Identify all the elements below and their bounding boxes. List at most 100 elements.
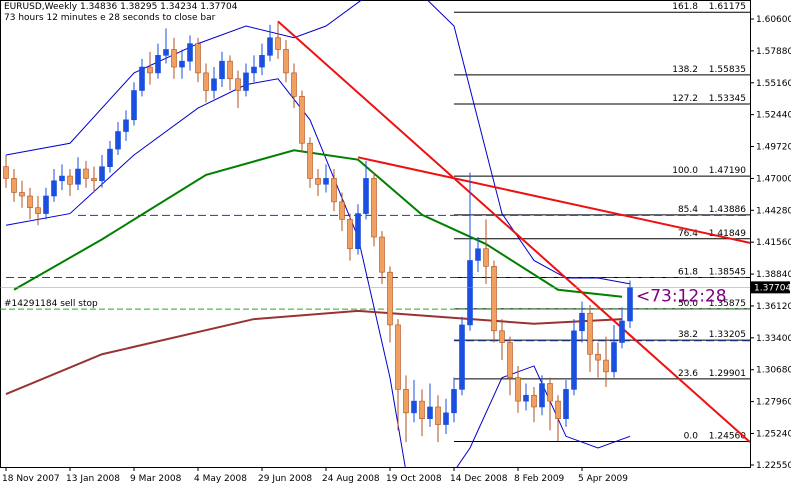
y-tick-label: 1.57880 <box>756 47 791 57</box>
y-tick-label: 1.41560 <box>756 238 791 248</box>
x-tick-label: 18 Nov 2007 <box>2 474 60 484</box>
y-tick-label: 1.30680 <box>756 366 791 376</box>
fib-level: 38.2 <box>678 330 698 340</box>
x-tick-label: 14 Dec 2008 <box>450 474 508 484</box>
price-tag-label: 1.37704 <box>754 283 791 293</box>
candle-body <box>259 55 265 68</box>
candle-body <box>59 175 65 182</box>
indicator-line <box>357 156 750 244</box>
fib-price: 1.33205 <box>709 330 746 340</box>
countdown: <73:12:28 <box>636 286 727 306</box>
candle-body <box>243 72 249 91</box>
fib-level: 161.8 <box>672 2 698 12</box>
ohlc-close: 1.37704 <box>200 2 237 12</box>
candle-body <box>443 412 449 425</box>
candle-body <box>563 389 569 420</box>
candle-body <box>619 320 625 343</box>
candle-body <box>379 236 385 273</box>
fib-level: 23.6 <box>678 369 698 379</box>
y-tick-label: 1.38840 <box>756 270 791 280</box>
candle-body <box>195 43 201 74</box>
candle-body <box>75 168 81 185</box>
candle-body <box>11 178 17 193</box>
y-tick-label: 1.36120 <box>756 302 791 312</box>
fib-level: 61.8 <box>678 268 698 278</box>
candle-body <box>131 90 137 121</box>
y-tick-label: 1.33400 <box>756 334 791 344</box>
fib-level: 0.0 <box>684 431 699 441</box>
candle-body <box>467 260 473 326</box>
ohlc-low: 1.34234 <box>160 2 197 12</box>
x-tick-label: 29 Jun 2008 <box>258 474 312 484</box>
candle-body <box>331 178 337 203</box>
candle-body <box>227 60 233 80</box>
candle-body <box>43 195 49 214</box>
fib-level: 127.2 <box>672 94 698 104</box>
candle-body <box>539 383 545 408</box>
candle-body <box>475 248 481 261</box>
ohlc-open: 1.34836 <box>80 2 117 12</box>
candle-body <box>459 324 465 390</box>
candle-body <box>107 148 113 167</box>
candle-body <box>35 207 41 214</box>
candle-body <box>603 359 609 373</box>
candle-body <box>587 312 593 355</box>
candle-body <box>339 201 345 220</box>
candle-body <box>123 119 129 132</box>
candle-body <box>147 66 153 74</box>
x-tick-label: 8 Feb 2009 <box>514 474 565 484</box>
y-tick-label: 1.47000 <box>756 174 791 184</box>
candle-body <box>67 175 73 185</box>
candle-body <box>203 72 209 91</box>
ohlc-high: 1.38295 <box>120 2 157 12</box>
candle-body <box>307 142 313 179</box>
candle-body <box>219 60 225 80</box>
candle-body <box>627 287 633 322</box>
candle-body <box>235 78 241 91</box>
candle-body <box>419 400 425 420</box>
candle-body <box>491 266 497 332</box>
fib-price: 1.55835 <box>709 65 746 75</box>
candle-body <box>555 400 561 420</box>
candle-body <box>27 195 33 209</box>
candle-body <box>299 96 305 144</box>
x-tick-label: 13 Jan 2008 <box>66 474 120 484</box>
fib-level: 100.0 <box>672 166 698 176</box>
candle-body <box>315 178 321 185</box>
indicator-line <box>277 20 750 443</box>
candle-body <box>283 49 289 74</box>
candle-body <box>51 180 57 197</box>
fib-price: 1.53345 <box>709 94 746 104</box>
fib-level: 138.2 <box>672 65 698 75</box>
candle-body <box>515 377 521 402</box>
y-tick-label: 1.25240 <box>756 429 791 439</box>
candle-body <box>139 66 145 91</box>
candle-body <box>427 406 433 420</box>
candle-body <box>411 400 417 414</box>
candle-body <box>91 178 97 182</box>
candle-body <box>523 394 529 402</box>
x-tick-label: 4 May 2008 <box>194 474 247 484</box>
candle-body <box>99 166 105 182</box>
candle-body <box>251 66 257 74</box>
candle-body <box>571 330 577 390</box>
candle-body <box>595 353 601 361</box>
fib-level: 85.4 <box>678 205 698 215</box>
order-label: #14291184 sell stop <box>4 299 98 309</box>
fib-price: 1.61175 <box>709 2 746 12</box>
fib-price: 1.24560 <box>709 431 746 441</box>
fib-level: 50.0 <box>678 299 698 309</box>
candle-body <box>507 342 513 378</box>
candle-body <box>547 383 553 402</box>
candle-body <box>267 37 273 56</box>
candle-body <box>83 168 89 179</box>
fib-price: 1.43886 <box>709 205 746 215</box>
y-tick-label: 1.60600 <box>756 15 791 25</box>
y-tick-label: 1.55160 <box>756 79 791 89</box>
candle-body <box>347 219 353 250</box>
indicator-line <box>13 149 623 298</box>
fib-price: 1.38545 <box>709 268 746 278</box>
x-tick-label: 5 Apr 2009 <box>578 474 628 484</box>
candle-body <box>19 192 25 197</box>
